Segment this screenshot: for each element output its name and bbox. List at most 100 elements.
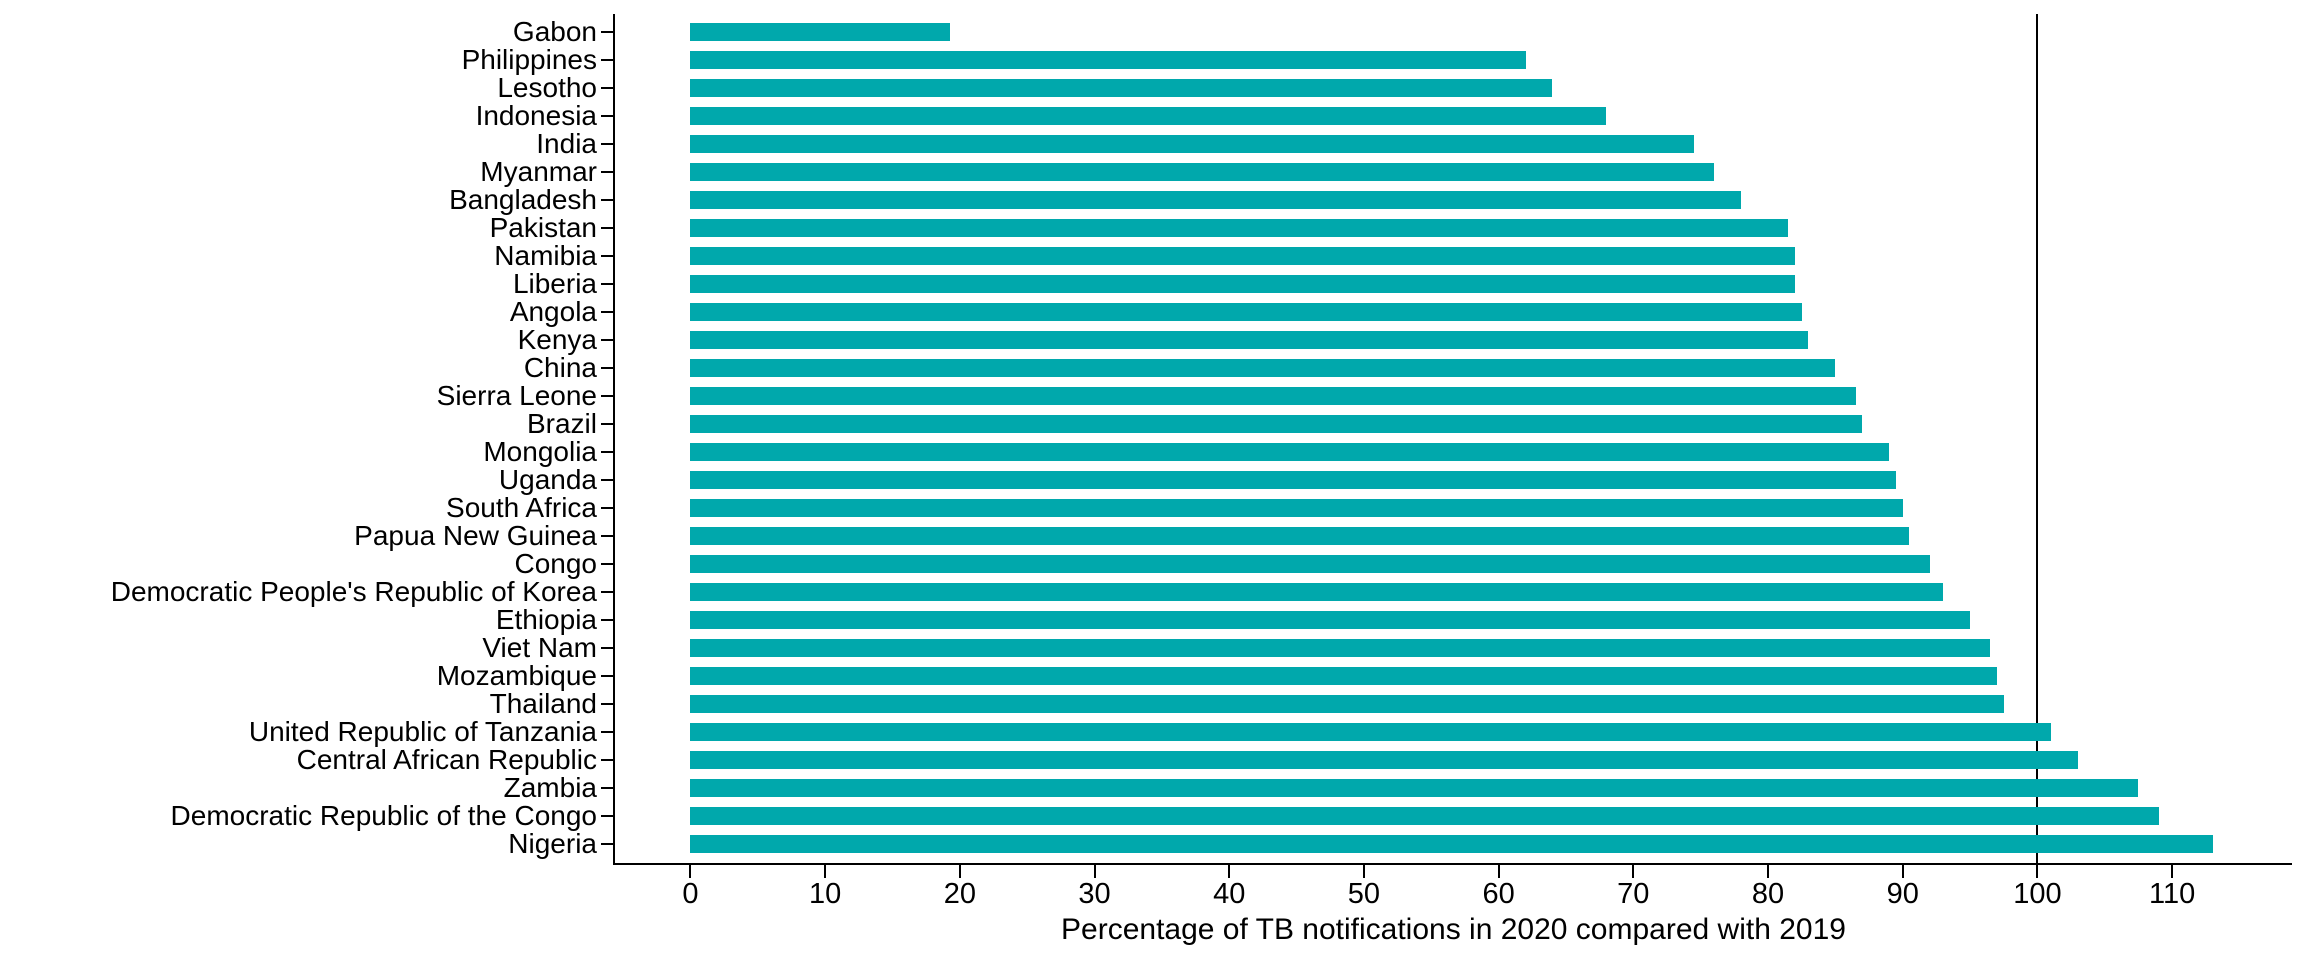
y-tick	[601, 199, 613, 201]
x-tick	[1497, 865, 1500, 878]
x-tick-label: 70	[1617, 878, 1650, 910]
y-axis-label: Namibia	[494, 240, 597, 271]
y-tick	[601, 507, 613, 509]
y-axis-label: Angola	[509, 296, 597, 327]
x-tick	[2036, 865, 2039, 878]
y-tick	[601, 843, 613, 845]
bar	[690, 303, 1802, 321]
x-tick-label: 110	[2148, 878, 2196, 910]
bar	[690, 51, 1526, 69]
bar	[690, 135, 1694, 153]
y-axis-label: Pakistan	[489, 212, 597, 243]
y-axis-label: Democratic People's Republic of Korea	[110, 576, 597, 607]
y-axis-label: Thailand	[489, 688, 597, 719]
y-tick	[601, 647, 613, 649]
y-axis-label: Uganda	[498, 464, 597, 495]
y-tick	[601, 451, 613, 453]
x-tick	[1632, 865, 1635, 878]
bar	[690, 499, 1903, 517]
y-axis-label: Papua New Guinea	[354, 520, 597, 551]
y-axis-label: Myanmar	[480, 156, 597, 187]
x-tick-label: 40	[1213, 878, 1246, 910]
y-axis-label: Kenya	[517, 324, 597, 355]
y-axis-label: Gabon	[512, 16, 597, 47]
y-axis-label: Congo	[514, 548, 597, 579]
bar	[690, 751, 2078, 769]
x-tick	[1362, 865, 1365, 878]
x-tick	[1093, 865, 1096, 878]
bar	[690, 247, 1795, 265]
y-tick	[601, 59, 613, 61]
y-tick	[601, 423, 613, 425]
bar	[690, 779, 2139, 797]
x-tick-label: 20	[943, 878, 976, 910]
y-axis-label: Brazil	[526, 408, 597, 439]
bar	[690, 555, 1930, 573]
y-axis-label: United Republic of Tanzania	[248, 716, 597, 747]
y-axis-label: Mongolia	[483, 436, 597, 467]
x-tick-label: 30	[1078, 878, 1111, 910]
x-axis-title: Percentage of TB notifications in 2020 c…	[1061, 913, 1846, 946]
x-tick	[689, 865, 692, 878]
x-tick-label: 90	[1886, 878, 1919, 910]
y-axis-label: Philippines	[461, 44, 597, 75]
y-axis-label: South Africa	[446, 492, 597, 523]
y-axis-label: Ethiopia	[495, 604, 597, 635]
y-tick	[601, 283, 613, 285]
y-axis-label: Mozambique	[436, 660, 597, 691]
bar	[690, 219, 1789, 237]
x-tick-label: 80	[1751, 878, 1785, 910]
bar	[690, 107, 1607, 125]
bar	[690, 667, 1997, 685]
y-tick	[601, 591, 613, 593]
bar	[690, 331, 1809, 349]
x-axis-line	[613, 863, 2292, 865]
y-tick	[601, 115, 613, 117]
y-tick	[601, 143, 613, 145]
bar	[690, 191, 1742, 209]
x-tick	[2171, 865, 2174, 878]
x-tick-label: 60	[1482, 878, 1515, 910]
y-tick	[601, 87, 613, 89]
x-tick	[1228, 865, 1231, 878]
y-tick	[601, 479, 613, 481]
y-axis-label: Liberia	[512, 268, 597, 299]
y-axis-label: Viet Nam	[482, 632, 597, 663]
x-tick	[958, 865, 961, 878]
y-tick	[601, 563, 613, 565]
y-tick	[601, 31, 613, 33]
bar	[690, 583, 1944, 601]
y-axis-label: Democratic Republic of the Congo	[170, 800, 597, 831]
x-tick	[824, 865, 827, 878]
y-tick	[601, 311, 613, 313]
y-tick	[601, 255, 613, 257]
x-tick-label: 100	[2013, 878, 2062, 910]
y-axis-label: Indonesia	[475, 100, 597, 131]
bar	[690, 695, 2004, 713]
y-axis-label: Sierra Leone	[436, 380, 597, 411]
bar	[690, 527, 1910, 545]
y-tick	[601, 675, 613, 677]
bar	[690, 611, 1971, 629]
bar	[690, 723, 2051, 741]
bar	[690, 415, 1863, 433]
y-tick	[601, 535, 613, 537]
y-tick	[601, 787, 613, 789]
y-axis-label: Nigeria	[508, 828, 597, 859]
y-axis-label: China	[523, 352, 597, 383]
y-tick	[601, 171, 613, 173]
bar	[690, 23, 951, 41]
y-tick	[601, 227, 613, 229]
y-axis-label: Central African Republic	[296, 744, 597, 775]
y-axis-label: India	[536, 128, 597, 159]
bar	[690, 639, 1991, 657]
x-tick-label: 10	[808, 878, 842, 910]
y-tick	[601, 731, 613, 733]
y-tick	[601, 619, 613, 621]
y-tick	[601, 395, 613, 397]
bar	[690, 275, 1795, 293]
x-tick	[1901, 865, 1904, 878]
bar	[690, 79, 1553, 97]
bar	[690, 807, 2159, 825]
y-tick	[601, 367, 613, 369]
